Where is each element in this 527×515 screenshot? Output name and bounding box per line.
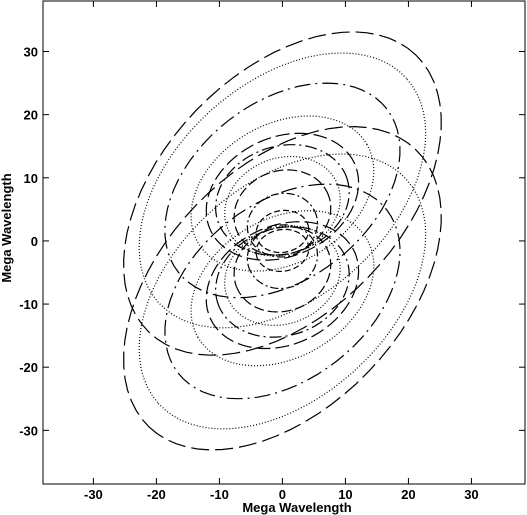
y-tick-label: 10	[24, 171, 38, 186]
uv-track-5-b	[214, 226, 350, 338]
x-axis-title: Mega Wavelength	[242, 500, 351, 515]
uv-track-10-b	[123, 125, 442, 451]
plot-frame	[42, 0, 526, 485]
x-tick-label: -30	[84, 487, 103, 502]
uv-track-5-a	[214, 144, 350, 256]
y-tick-label: 20	[24, 108, 38, 123]
uv-track-8-b	[164, 183, 401, 400]
y-axis-title: Mega Wavelength	[0, 173, 14, 282]
uv-track-10-a	[123, 31, 442, 356]
uv-track-3-b	[233, 226, 332, 313]
axis-ticks	[43, 1, 525, 484]
uv-track-7-a	[190, 115, 375, 272]
uv-track-8-a	[164, 82, 401, 299]
x-tick-label: -20	[147, 487, 166, 502]
uv-track-9-b	[138, 153, 427, 430]
y-tick-label: 0	[31, 234, 38, 249]
x-tick-labels: -30 -20 -10 0 10 20 30	[84, 487, 479, 502]
x-tick-label: -10	[210, 487, 229, 502]
y-tick-label: -20	[19, 360, 38, 375]
uv-track-9-a	[138, 52, 427, 329]
uv-track-4-a	[224, 155, 341, 257]
y-tick-label: -10	[19, 297, 38, 312]
uv-track-4-b	[224, 225, 341, 327]
uv-track-7-b	[190, 210, 375, 367]
uv-track-6-b	[205, 221, 360, 350]
y-tick-label: 30	[24, 45, 38, 60]
x-tick-label: 20	[401, 487, 415, 502]
x-tick-label: 0	[279, 487, 286, 502]
y-tick-labels: -30 -20 -10 0 10 20 30	[19, 45, 38, 439]
uv-tracks	[123, 31, 442, 451]
uv-track-2-b	[246, 224, 319, 290]
x-tick-label: 30	[464, 487, 478, 502]
uv-track-2-a	[246, 192, 319, 258]
uv-track-6-a	[205, 132, 360, 261]
x-tick-label: 10	[338, 487, 352, 502]
uv-track-3-a	[233, 169, 332, 256]
y-tick-label: -30	[19, 423, 38, 438]
